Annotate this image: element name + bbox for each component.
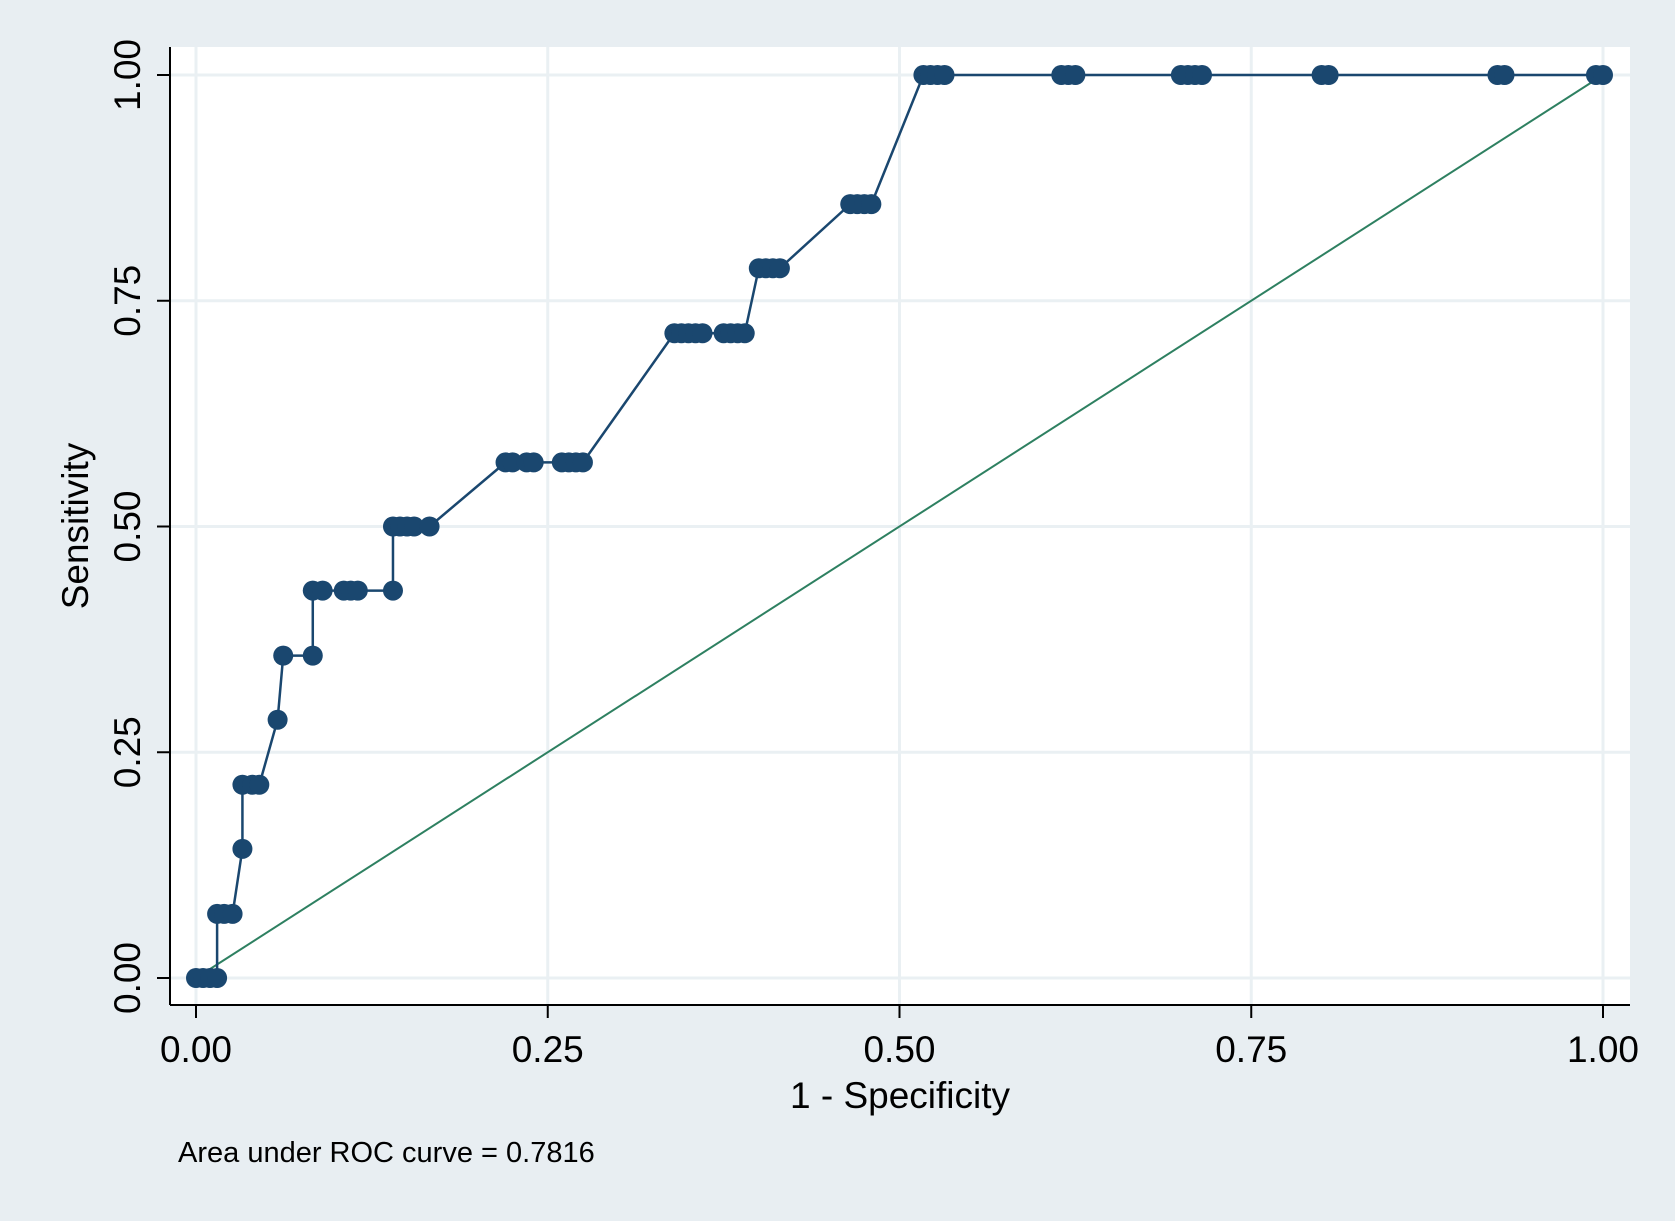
roc-point [1065,65,1086,85]
x-tick-label: 0.25 [512,1029,584,1070]
roc-point [861,194,882,215]
y-tick-label: 1.00 [107,39,148,111]
roc-point [419,516,440,537]
roc-point [302,645,323,666]
y-tick-label: 0.50 [107,490,148,562]
y-tick-label: 0.75 [107,265,148,337]
y-tick-label: 0.25 [107,716,148,788]
y-tick-label: 0.00 [107,942,148,1014]
roc-point [273,645,294,666]
reference-line [195,74,1604,979]
roc-point [734,323,755,344]
roc-point [249,774,270,795]
tick-marks: 0.00 0.25 0.50 0.75 1.00 0.00 0.25 0.50 0.75 1.00 [107,39,1639,1070]
roc-point [769,258,790,279]
roc-point [347,580,368,601]
roc-point [222,903,243,924]
roc-point [382,580,403,601]
x-tick-label: 1.00 [1567,1029,1639,1070]
roc-point [692,323,713,344]
roc-point [404,516,425,537]
roc-point [1593,65,1613,85]
roc-point [312,580,333,601]
reference-diagonal [195,74,1604,979]
roc-point [267,709,288,730]
x-tick-label: 0.00 [160,1029,232,1070]
x-tick-label: 0.75 [1215,1029,1287,1070]
roc-point [523,452,544,473]
roc-point [207,968,228,988]
roc-point [232,838,253,859]
roc-markers [186,65,1613,988]
x-tick-label: 0.50 [863,1029,935,1070]
roc-point [1192,65,1213,85]
roc-point [1318,65,1339,85]
auc-annotation: Area under ROC curve = 0.7816 [178,1137,595,1169]
roc-point [572,452,593,473]
roc-point [934,65,955,85]
roc-point [1494,65,1515,85]
x-axis-label: 1 - Specificity [790,1075,1011,1116]
roc-point [502,452,523,473]
y-axis-label: Sensitivity [55,442,96,609]
